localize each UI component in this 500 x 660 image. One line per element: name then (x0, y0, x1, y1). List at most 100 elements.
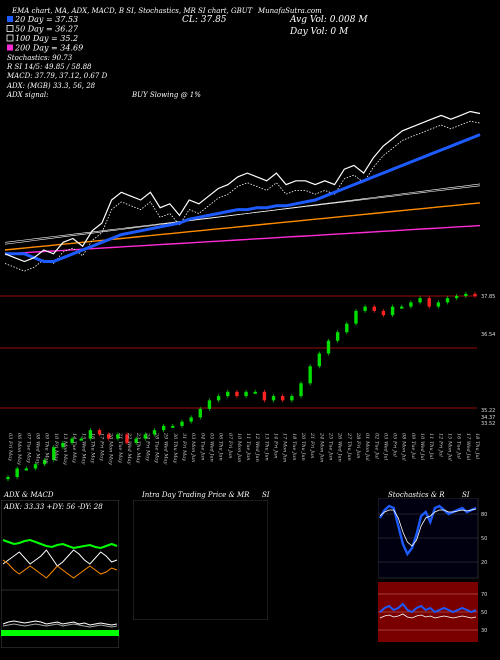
candle (33, 464, 38, 469)
date-label: 23 Thu May (135, 432, 141, 463)
date-label: 20 Thu Jun (300, 432, 306, 461)
date-label: 30 Thu May (172, 433, 178, 463)
date-label: 17 Fri May (99, 433, 105, 461)
ma200-line (4, 224, 481, 255)
right-panel-title: Stochastics & R (388, 491, 445, 499)
price-gridlines (0, 295, 477, 409)
candle (61, 442, 65, 448)
price-line (4, 110, 481, 263)
candle (418, 298, 422, 303)
macd-lines (1, 620, 119, 636)
date-label: 01 Mon Jul (364, 433, 370, 461)
candles (6, 291, 477, 482)
date-label: 03 Mon Jun (190, 433, 196, 462)
date-label: 28 Fri Jun (355, 432, 361, 458)
munafa-link[interactable]: MunafaSutra.com (257, 7, 322, 15)
price-tick: 35.22 (481, 408, 495, 414)
legend: 20 Day = 37.53 50 Day = 36.27 100 Day = … (6, 15, 83, 53)
date-label: 08 Wed May (34, 433, 40, 465)
ma20-line (5, 133, 481, 263)
price-tick: 34.37 (481, 415, 495, 421)
candle (88, 430, 93, 439)
candle (207, 400, 212, 409)
candle (134, 438, 138, 443)
candle (464, 293, 468, 296)
legend-20-day-swatch (7, 16, 13, 22)
candle (244, 391, 248, 397)
date-label: 16 Thu May (89, 433, 95, 463)
candle (79, 438, 83, 441)
candle (262, 391, 267, 401)
rsi-line (379, 602, 477, 614)
date-label: 11 Thu Jul (428, 433, 434, 460)
close-label: CL: 37.85 (182, 15, 227, 25)
candle (180, 421, 184, 426)
bottom-panels: ADX & MACD Intra Day Trading Price & MR … (0, 488, 500, 660)
adx-line (2, 538, 118, 550)
legend-100-day: 100 Day = 35.2 (15, 34, 78, 43)
candle (326, 340, 331, 354)
price-axis: 37.85 36.54 35.22 34.37 33.52 (481, 294, 495, 427)
candle (189, 417, 193, 422)
macd-line: MACD: 37.79, 37.12, 0.67 D (6, 72, 108, 80)
stoch-tick: 80 (481, 512, 487, 518)
candle (15, 468, 19, 477)
stoch-d-line (379, 508, 477, 547)
ema-dotted-line (4, 120, 481, 272)
date-label: 18 Thu Jul (474, 433, 480, 460)
candle (308, 366, 312, 384)
date-label: 20 Mon May (108, 432, 114, 465)
candle (6, 476, 10, 480)
buy-line: BUY Slowing @ 1% (131, 91, 201, 99)
price-tick: 36.54 (481, 332, 495, 338)
candle (216, 396, 221, 401)
date-label: 08 Mon Jul (401, 433, 407, 461)
price-tick: 37.85 (481, 294, 495, 300)
candle (70, 438, 74, 443)
candle (253, 391, 257, 394)
date-label: 12 Wed Jun (254, 433, 260, 462)
date-axis: 03 Fri May 06 Mon May 07 Tue May 08 Wed May… (7, 432, 480, 465)
date-label: 24 Mon Jun (318, 432, 324, 462)
candle (445, 298, 450, 303)
candle (24, 468, 29, 471)
candle (400, 306, 404, 309)
date-label: 09 Tue Jul (410, 433, 416, 459)
date-label: 10 Fri May (53, 433, 59, 461)
candle (235, 391, 239, 397)
candle (363, 306, 367, 311)
candle (161, 425, 166, 431)
candle (97, 430, 102, 435)
candle (143, 434, 148, 439)
rsi-line: R SI 14/5: 49.85 / 58.88 (6, 63, 92, 71)
date-label: 15 Wed May (80, 433, 86, 465)
adx-signal: ADX signal: (6, 91, 48, 99)
date-label: 28 Tue May (154, 432, 160, 463)
candle (281, 396, 285, 401)
date-label: 02 Tue Jul (373, 433, 379, 459)
date-label: 03 Fri May (7, 433, 13, 461)
legend-50-day: 50 Day = 36.27 (15, 25, 79, 34)
ma50-band-line (4, 183, 481, 245)
date-label: 03 Wed Jul (382, 433, 388, 461)
day-vol: Day Vol: 0 M (289, 27, 349, 37)
stoch-line: Stochastics: 90.73 (7, 54, 73, 62)
candle (271, 396, 276, 401)
candle (372, 306, 376, 311)
adx-lines (2, 538, 118, 579)
candle (354, 310, 358, 324)
date-label: 14 Fri Jun (273, 433, 279, 458)
candle (226, 391, 230, 397)
candle (52, 447, 56, 460)
date-label: 29 Wed May (163, 432, 169, 465)
candle (427, 298, 431, 307)
date-label: 07 Tue May (25, 433, 31, 463)
candle (436, 302, 441, 307)
intraday-panel (133, 500, 268, 620)
date-label: 11 Tue Jun (245, 433, 251, 461)
mid-panel-si: SI (262, 491, 270, 499)
rsi-tick: 50 (481, 610, 487, 616)
date-label: 26 Wed Jun (337, 432, 343, 462)
date-label: 06 Mon May (16, 433, 22, 465)
legend-200-day: 200 Day = 34.69 (14, 44, 83, 53)
